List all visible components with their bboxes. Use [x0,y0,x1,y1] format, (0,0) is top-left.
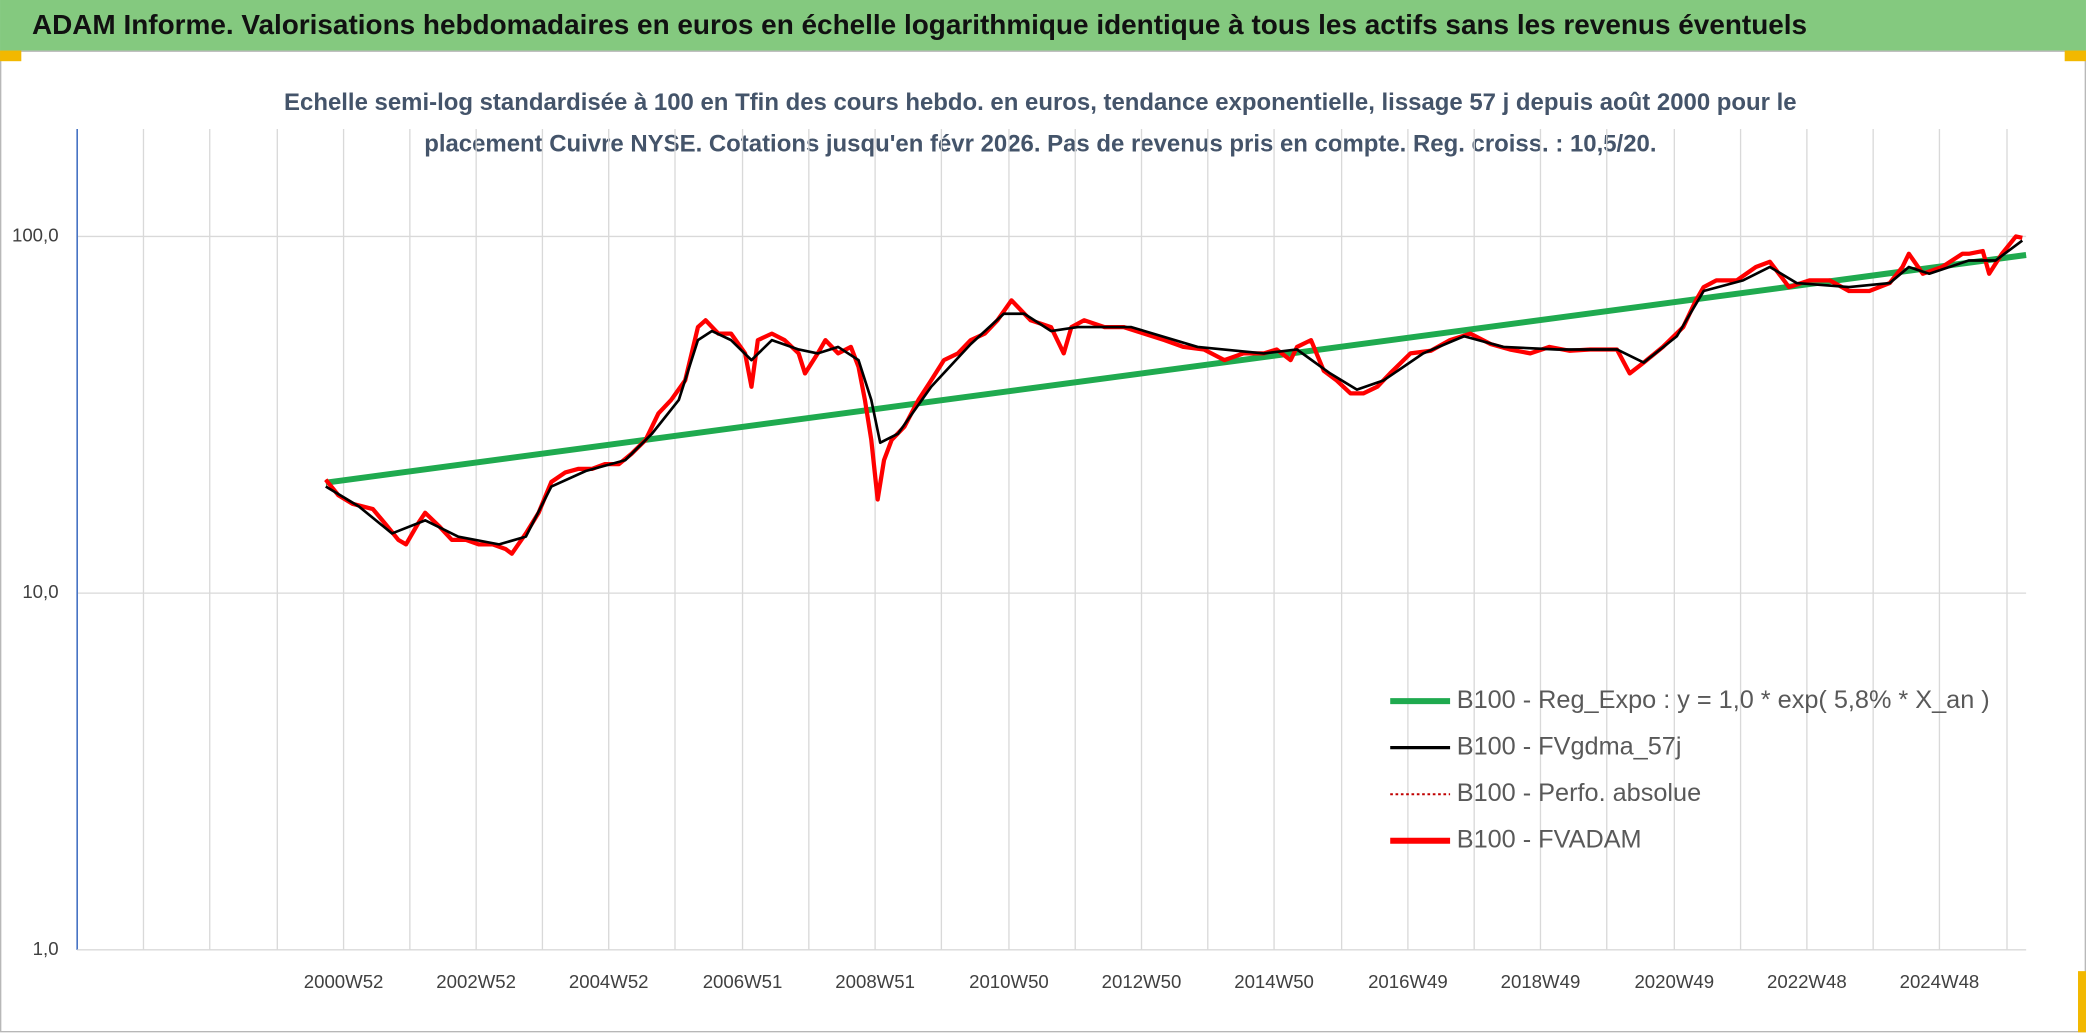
x-tick-label: 2012W50 [1102,971,1182,992]
x-tick-label: 2002W52 [436,971,516,992]
corner-mark [2064,50,2086,62]
series-line [325,239,2024,546]
legend-label: B100 - FVADAM [1457,825,1642,853]
x-tick-label: 2008W51 [835,971,915,992]
x-tick-label: 2018W49 [1501,971,1581,992]
x-tick-label: 2016W49 [1368,971,1448,992]
x-tick-label: 2020W49 [1634,971,1714,992]
frame [0,50,2086,1033]
y-tick-label: 10,0 [22,581,58,602]
x-tick-label: 2010W50 [969,971,1049,992]
y-tick-label: 1,0 [33,938,59,959]
x-tick-label: 2014W50 [1234,971,1314,992]
corner-mark [2077,971,2086,1033]
x-tick-label: 2004W52 [569,971,649,992]
x-tick-label: 2000W52 [304,971,384,992]
series-line [325,252,2027,486]
chart-subtitle: Echelle semi-log standardisée à 100 en T… [284,89,1797,116]
legend-label: B100 - Reg_Expo : y = 1,0 * exp( 5,8% * … [1457,686,1990,714]
chart-subtitle: placement Cuivre NYSE. Cotations jusqu'e… [424,130,1656,157]
legend-label: B100 - Perfo. absolue [1457,779,1701,807]
y-tick-label: 100,0 [12,224,59,245]
x-tick-label: 2006W51 [703,971,783,992]
x-tick-label: 2022W48 [1767,971,1847,992]
corner-mark [0,50,22,62]
header-bar [0,0,2086,51]
chart-title: ADAM Informe. Valorisations hebdomadaire… [32,9,1807,40]
legend-label: B100 - FVgdma_57j [1457,732,1682,760]
x-tick-label: 2024W48 [1900,971,1980,992]
